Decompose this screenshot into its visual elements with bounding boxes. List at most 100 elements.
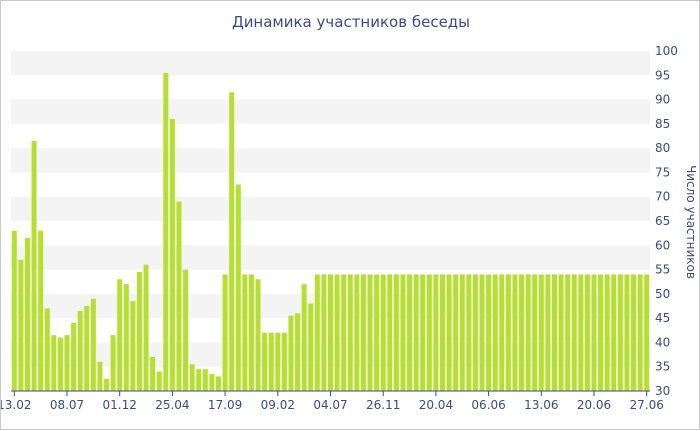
bar — [84, 306, 90, 391]
bar — [275, 332, 281, 391]
y-tick-label: 85 — [655, 117, 670, 131]
bar — [584, 274, 590, 391]
bar — [538, 274, 544, 391]
grid-band — [11, 99, 650, 124]
y-tick-label: 35 — [655, 360, 670, 374]
chart-title: Динамика участников беседы — [231, 13, 471, 31]
y-tick-label: 80 — [655, 141, 670, 155]
bar — [604, 274, 610, 391]
x-axis-ticks: 13.02 08.07 01.12 25.04 17.09 09.02 04.07 26.11… — [1, 391, 664, 412]
bar — [380, 274, 386, 391]
bar-series — [11, 72, 650, 392]
x-tick-label: 20.04 — [419, 398, 453, 412]
bar — [64, 335, 70, 391]
y-axis-label: Число участников — [684, 165, 698, 279]
bar — [248, 274, 254, 391]
y-tick-label: 50 — [655, 287, 670, 301]
bar — [255, 279, 261, 391]
x-tick-label: 20.06 — [577, 398, 611, 412]
x-tick-label: 01.12 — [103, 398, 137, 412]
bar — [505, 274, 511, 391]
bar — [387, 274, 393, 391]
bar — [328, 274, 334, 391]
bar — [308, 303, 314, 391]
bar — [617, 274, 623, 391]
bar — [347, 274, 353, 391]
bar — [354, 274, 360, 391]
bar — [24, 238, 30, 391]
bar — [551, 274, 557, 391]
bar — [183, 269, 189, 391]
bar — [472, 274, 478, 391]
bar — [77, 310, 83, 391]
bar — [104, 378, 110, 391]
bar — [578, 274, 584, 391]
bar — [31, 140, 37, 391]
bar — [216, 376, 222, 391]
y-axis-ticks: 30 35 40 45 50 55 60 65 70 75 80 85 90 95 100 — [655, 44, 678, 398]
bar — [446, 274, 452, 391]
bar — [466, 274, 472, 391]
bar — [499, 274, 505, 391]
bar — [374, 274, 380, 391]
bar — [571, 274, 577, 391]
bar — [123, 284, 129, 391]
bar — [242, 274, 248, 391]
y-tick-label: 45 — [655, 311, 670, 325]
x-tick-label: 13.06 — [524, 398, 558, 412]
bar — [453, 274, 459, 391]
bar — [71, 323, 77, 391]
bar — [130, 301, 136, 391]
bar — [565, 274, 571, 391]
bar — [209, 374, 215, 391]
bar — [413, 274, 419, 391]
bar — [57, 337, 63, 391]
bar — [136, 272, 142, 391]
bar — [51, 335, 57, 391]
bar — [44, 308, 50, 391]
bar — [341, 274, 347, 391]
bar — [545, 274, 551, 391]
bar — [486, 274, 492, 391]
x-tick-label: 17.09 — [208, 398, 242, 412]
x-tick-label: 25.04 — [155, 398, 189, 412]
bar — [189, 364, 195, 391]
bar — [314, 274, 320, 391]
bar — [229, 92, 235, 391]
y-tick-label: 75 — [655, 165, 670, 179]
bar — [439, 274, 445, 391]
x-tick-label: 04.07 — [313, 398, 347, 412]
bar — [163, 72, 169, 392]
bar — [321, 274, 327, 391]
bar — [38, 230, 44, 391]
y-tick-label: 95 — [655, 68, 670, 82]
bar — [624, 274, 630, 391]
bar — [479, 274, 485, 391]
bar — [202, 369, 208, 391]
x-tick-label: 06.06 — [471, 398, 505, 412]
x-tick-label: 13.02 — [1, 398, 31, 412]
bar — [196, 369, 202, 391]
grid-band — [11, 196, 650, 221]
bar — [637, 274, 643, 391]
bar — [288, 315, 294, 391]
bar — [156, 371, 162, 391]
bar — [611, 274, 617, 391]
bar — [262, 332, 268, 391]
y-tick-label: 30 — [655, 384, 670, 398]
bar — [150, 357, 156, 391]
x-tick-label: 26.11 — [366, 398, 400, 412]
y-tick-label: 60 — [655, 238, 670, 252]
bar — [407, 274, 413, 391]
bar — [110, 335, 116, 391]
y-tick-label: 90 — [655, 93, 670, 107]
bar — [169, 119, 175, 391]
bar — [143, 264, 149, 391]
bar — [222, 274, 228, 391]
bar — [512, 274, 518, 391]
bar — [97, 361, 103, 391]
bar — [591, 274, 597, 391]
grid-band — [11, 245, 650, 270]
bar — [519, 274, 525, 391]
x-tick-label: 08.07 — [50, 398, 84, 412]
